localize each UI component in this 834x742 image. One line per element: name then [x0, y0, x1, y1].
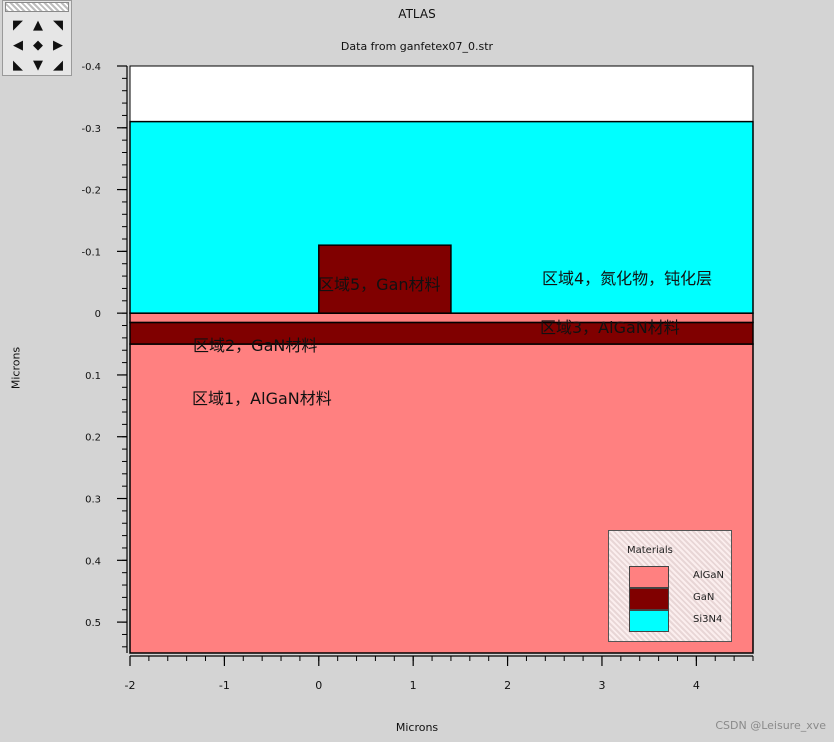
y-tick-label: -0.1 [81, 247, 101, 258]
y-tick-label: 0.4 [85, 556, 101, 567]
pan-up-right-icon[interactable]: ◥ [53, 17, 63, 33]
plot-subtitle: Data from ganfetex07_0.str [340, 40, 494, 53]
plot-frame [129, 65, 754, 654]
legend-entry-gan: GaN [629, 588, 723, 610]
y-tick-label: -0.4 [81, 62, 101, 73]
y-tick-label: 0.2 [85, 433, 101, 444]
pan-up-icon[interactable]: ▲ [33, 17, 43, 33]
x-tick-label: 4 [693, 679, 700, 692]
x-tick-label: -1 [219, 679, 230, 692]
x-tick-label: 3 [598, 679, 605, 692]
y-axis-label: Microns [9, 346, 23, 390]
annotation-region-5: 区域5，Gan材料 [318, 275, 441, 294]
legend-label-algan: AlGaN [693, 570, 724, 581]
region-5-gan [318, 244, 452, 314]
annotation-region-3: 区域3，AlGaN材料 [540, 318, 680, 337]
pan-left-icon[interactable]: ◀ [13, 37, 23, 53]
nav-drag-handle[interactable] [5, 2, 69, 12]
legend-title: Materials [627, 545, 673, 556]
legend-swatch-si3n4 [629, 610, 669, 632]
y-tick-label: -0.2 [81, 186, 101, 197]
pan-down-icon[interactable]: ▼ [33, 57, 43, 73]
y-tick-label: 0.1 [85, 371, 101, 382]
legend-swatch-gan [629, 588, 669, 610]
x-tick-label: 0 [315, 679, 322, 692]
pan-up-left-icon[interactable]: ◤ [13, 17, 23, 33]
y-tick-label: 0.5 [85, 618, 101, 629]
pan-down-right-icon[interactable]: ◢ [53, 57, 63, 73]
y-tick-label: 0 [95, 309, 101, 320]
pan-right-icon[interactable]: ▶ [53, 37, 63, 53]
x-axis-label: Microns [395, 721, 439, 734]
pan-down-left-icon[interactable]: ◣ [13, 57, 23, 73]
legend-swatch-algan [629, 566, 669, 588]
legend-label-gan: GaN [693, 592, 715, 603]
app-title: ATLAS [398, 7, 436, 21]
y-tick-label: 0.3 [85, 495, 101, 506]
center-icon[interactable]: ◆ [33, 37, 43, 53]
navigation-panel: ◤ ▲ ◥ ◀ ◆ ▶ ◣ ▼ ◢ [2, 0, 72, 76]
x-tick-label: -2 [125, 679, 136, 692]
legend-entry-si3n4: Si3N4 [629, 610, 723, 632]
y-tick-label: -0.3 [81, 124, 101, 135]
legend-entry-algan: AlGaN [629, 566, 724, 588]
materials-legend: Materials AlGaN GaN Si3N4 [608, 530, 732, 642]
watermark: CSDN @Leisure_xve [715, 719, 826, 732]
legend-label-si3n4: Si3N4 [693, 614, 723, 625]
x-tick-label: 2 [504, 679, 511, 692]
annotation-region-4: 区域4，氮化物，钝化层 [542, 269, 713, 288]
x-tick-label: 1 [410, 679, 417, 692]
annotation-region-1: 区域1，AlGaN材料 [192, 389, 332, 408]
annotation-region-2: 区域2，GaN材料 [193, 336, 318, 355]
